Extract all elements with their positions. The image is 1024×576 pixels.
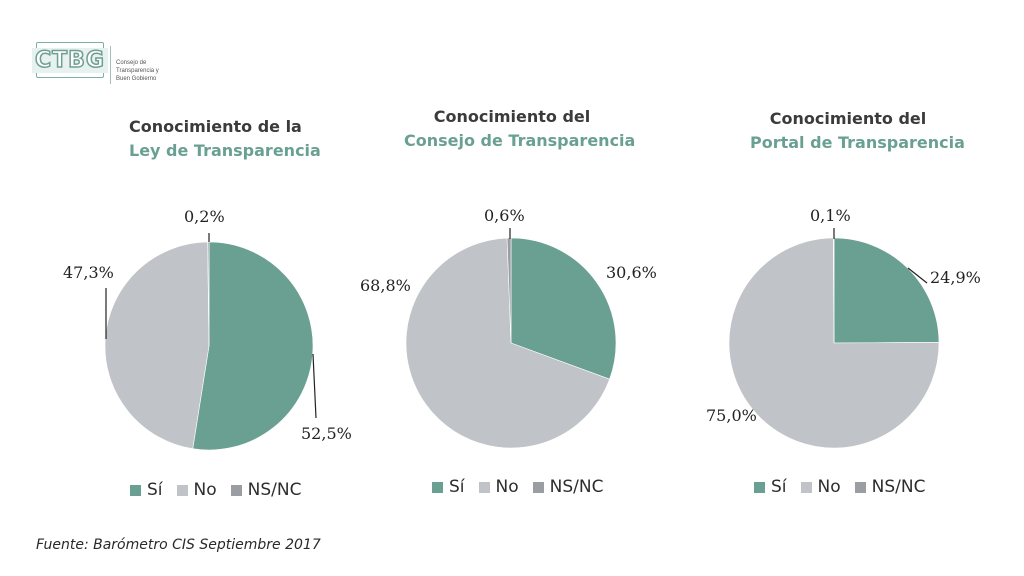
legend-label-no: No	[193, 480, 217, 500]
label-consejo-si: 30,6%	[606, 263, 657, 282]
legend-swatch-nsnc	[854, 481, 866, 493]
label-ley-no: 47,3%	[63, 263, 114, 282]
logo-mark-text: CTBG	[32, 47, 108, 73]
legend-label-si: Sí	[449, 477, 465, 497]
legend-label-si: Sí	[147, 480, 163, 500]
legend-swatch-no	[800, 481, 812, 493]
chart-1-title-line1: Conocimiento de la	[129, 117, 302, 136]
leader-line-portal-si	[907, 267, 928, 284]
legend-item-nsnc: NS/NC	[854, 477, 926, 497]
chart-2-title-line2: Consejo de Transparencia	[404, 131, 636, 150]
pie-slice-portal-no	[728, 237, 940, 449]
label-consejo-no: 68,8%	[360, 276, 411, 295]
pie-slice-consejo-no	[405, 237, 610, 449]
pie-slice-ley-si	[192, 241, 314, 451]
legend-swatch-nsnc	[230, 484, 242, 496]
label-consejo-nsnc: 0,6%	[484, 206, 525, 225]
label-ley-si: 52,5%	[301, 424, 352, 443]
legend-swatch-no	[176, 484, 188, 496]
label-portal-no: 75,0%	[706, 406, 757, 425]
logo-line-1: Consejo de	[116, 60, 147, 66]
label-ley-nsnc: 0,2%	[184, 207, 225, 226]
pie-chart-consejo	[405, 237, 617, 449]
chart-1-title-line2: Ley de Transparencia	[129, 141, 321, 160]
pie-slice-portal-si	[833, 237, 940, 344]
logo-mark: CTBG	[32, 42, 108, 78]
pie-slice-consejo-nsnc	[506, 237, 512, 344]
chart-3-title-line2: Portal de Transparencia	[750, 133, 965, 152]
leader-line-ley-si	[312, 353, 317, 419]
logo-line-3: Buen Gobierno	[116, 76, 157, 82]
logo-line-2: Transparencia y	[116, 68, 159, 74]
legend-label-no: No	[817, 477, 841, 497]
legend-item-no: No	[800, 477, 841, 497]
label-portal-nsnc: 0,1%	[810, 206, 851, 225]
pie-slice-ley-no	[104, 241, 210, 450]
legend-item-si: Sí	[432, 477, 465, 497]
legend-swatch-nsnc	[532, 481, 544, 493]
pie-chart-ley	[104, 241, 314, 451]
label-portal-si: 24,9%	[930, 268, 981, 287]
legend-label-si: Sí	[771, 477, 787, 497]
pie-chart-portal	[728, 237, 940, 449]
chart-3-title: Conocimiento del Portal de Transparencia	[750, 107, 965, 155]
legend-label-nsnc: NS/NC	[247, 480, 302, 500]
chart-3-title-line1: Conocimiento del	[769, 109, 927, 128]
legend-swatch-si	[432, 481, 443, 493]
legend-ley: Sí No NS/NC	[130, 480, 315, 500]
legend-item-no: No	[176, 480, 217, 500]
source-note: Fuente: Barómetro CIS Septiembre 2017	[36, 537, 321, 553]
legend-item-si: Sí	[754, 477, 787, 497]
chart-1-title: Conocimiento de la Ley de Transparencia	[129, 115, 321, 163]
legend-label-nsnc: NS/NC	[549, 477, 604, 497]
legend-item-nsnc: NS/NC	[230, 480, 302, 500]
legend-item-nsnc: NS/NC	[532, 477, 604, 497]
legend-swatch-si	[130, 484, 141, 496]
legend-swatch-no	[478, 481, 490, 493]
chart-2-title-line1: Conocimiento del	[433, 107, 591, 126]
legend-consejo: Sí No NS/NC	[432, 477, 617, 497]
legend-swatch-si	[754, 481, 765, 493]
legend-label-nsnc: NS/NC	[871, 477, 926, 497]
chart-2-title: Conocimiento del Consejo de Transparenci…	[404, 105, 636, 153]
legend-label-no: No	[495, 477, 519, 497]
logo-org-name: Consejo de Transparencia y Buen Gobierno	[116, 59, 236, 83]
pie-slice-consejo-si	[510, 237, 617, 380]
legend-item-si: Sí	[130, 480, 163, 500]
logo-divider	[110, 46, 111, 84]
legend-item-no: No	[478, 477, 519, 497]
legend-portal: Sí No NS/NC	[754, 477, 939, 497]
